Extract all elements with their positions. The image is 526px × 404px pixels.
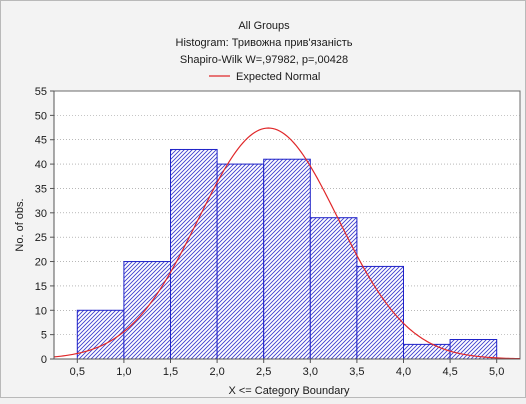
- x-tick-label: 3,0: [303, 366, 318, 378]
- axes: 0 5 10 15 20 25 30 35 40 45 50 55 0,5 1,0 1,5 2,0 2,5 3,0…: [35, 86, 520, 378]
- y-tick-label: 35: [35, 183, 47, 195]
- y-tick-label: 10: [35, 305, 47, 317]
- legend-label-expected-normal: Expected Normal: [236, 71, 320, 83]
- expected-normal-curve: [53, 127, 521, 360]
- y-tick-label: 0: [41, 354, 47, 366]
- histogram-bar: [263, 158, 311, 360]
- histogram-bars: [76, 148, 498, 360]
- y-tick-label: 55: [35, 86, 47, 98]
- histogram-bar: [309, 217, 358, 360]
- histogram-bar: [76, 309, 125, 360]
- x-tick-label: 3,5: [349, 366, 364, 378]
- y-tick-label: 15: [35, 281, 47, 293]
- stats-line: Shapiro-Wilk W=,97982, p=,00428: [180, 54, 348, 66]
- y-tick-label: 40: [35, 159, 47, 171]
- y-tick-label: 25: [35, 232, 47, 244]
- x-tick-label: 2,0: [209, 366, 224, 378]
- x-tick-label: 4,0: [396, 366, 411, 378]
- y-tick-label: 45: [35, 135, 47, 147]
- legend: Expected Normal: [209, 71, 320, 83]
- histogram-bar: [216, 163, 265, 360]
- y-tick-label: 5: [41, 330, 47, 342]
- y-tick-label: 20: [35, 257, 47, 269]
- x-axis-label: X <= Category Boundary: [228, 385, 350, 397]
- histogram-bar: [403, 343, 451, 360]
- histogram-bar: [356, 265, 404, 360]
- y-tick-label: 50: [35, 110, 47, 122]
- chart-subtitle: Histogram: Тривожна прив'язаність: [176, 37, 353, 49]
- expected-normal-line: [53, 127, 521, 360]
- x-tick-label: 1,0: [116, 366, 131, 378]
- chart-title: All Groups: [238, 20, 290, 32]
- y-tick-label: 30: [35, 208, 47, 220]
- histogram-bar: [123, 261, 171, 360]
- x-tick-label: 1,5: [163, 366, 178, 378]
- y-axis-label: No. of obs.: [14, 198, 26, 251]
- x-tick-label: 0,5: [70, 366, 85, 378]
- histogram-bar: [170, 148, 218, 360]
- x-tick-label: 2,5: [256, 366, 271, 378]
- x-tick-label: 5,0: [489, 366, 504, 378]
- x-tick-label: 4,5: [442, 366, 457, 378]
